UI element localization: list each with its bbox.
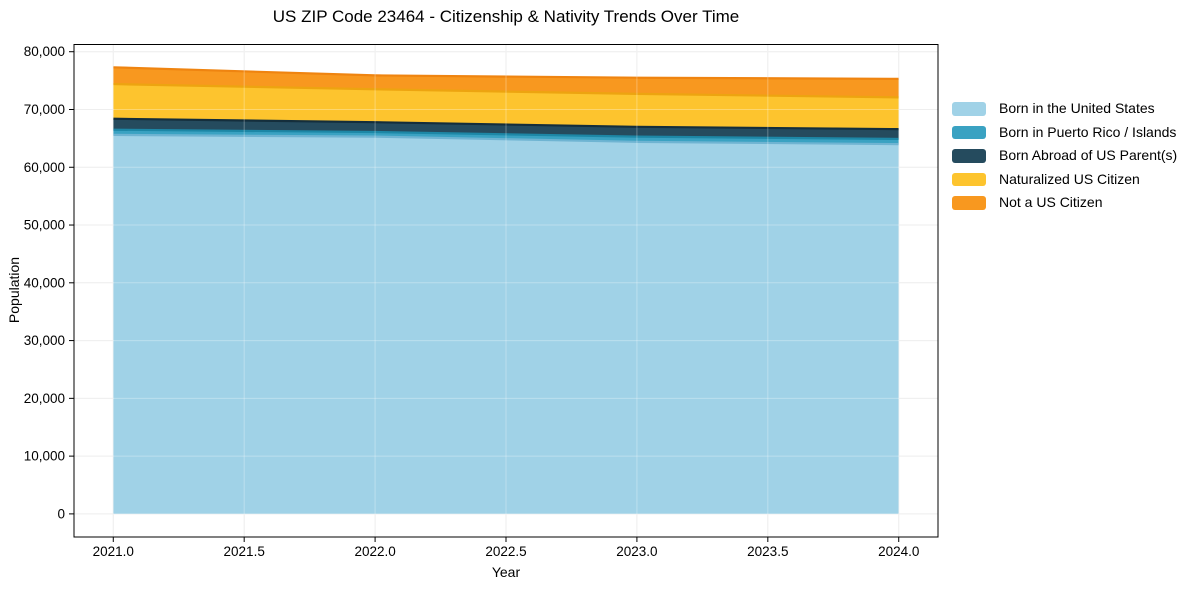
legend-item: Born Abroad of US Parent(s)	[952, 147, 1178, 163]
x-tick-label: 2021.5	[224, 544, 265, 559]
area-series-0	[113, 134, 899, 514]
legend: Born in the United States Born in Puerto…	[952, 100, 1178, 210]
y-tick-label: 40,000	[24, 275, 65, 290]
x-tick-label: 2023.5	[747, 544, 788, 559]
area-edge-lines	[113, 66, 899, 146]
x-tick-label: 2022.5	[485, 544, 526, 559]
legend-item: Born in Puerto Rico / Islands	[952, 123, 1177, 140]
edge-line-1	[113, 128, 899, 141]
area-series-1	[113, 129, 899, 145]
x-axis-label: Year	[491, 564, 521, 580]
y-tick-label: 50,000	[24, 218, 65, 233]
legend-item: Born in the United States	[952, 100, 1177, 116]
legend-swatch-born-abroad	[952, 149, 986, 163]
x-tick-label: 2024.0	[878, 544, 919, 559]
legend-swatch-puerto-rico	[952, 125, 986, 139]
y-tick-label: 10,000	[24, 449, 65, 464]
legend-label: Not a US Citizen	[999, 194, 1103, 210]
legend-label: Born in the United States	[999, 100, 1155, 116]
y-tick-label: 30,000	[24, 333, 65, 348]
edge-line-2	[113, 117, 899, 131]
legend-item: Naturalized US Citizen	[952, 170, 1177, 187]
area-series-2	[113, 118, 899, 139]
x-tick-label: 2023.0	[616, 544, 657, 559]
chart-title: US ZIP Code 23464 - Citizenship & Nativi…	[272, 7, 740, 26]
legend-swatch-born-in-us	[952, 102, 986, 116]
area-series-4	[113, 67, 899, 98]
edge-line-3	[113, 82, 899, 99]
legend-item: Not a US Citizen	[952, 194, 1177, 210]
legend-label: Naturalized US Citizen	[999, 170, 1140, 187]
grid-over	[74, 44, 938, 537]
x-tick-label: 2022.0	[354, 544, 395, 559]
y-tick-label: 70,000	[24, 102, 65, 117]
legend-swatch-not-citizen	[952, 196, 986, 210]
x-tick-label: 2021.0	[93, 544, 134, 559]
edge-line-0	[113, 133, 899, 146]
axis-ticks: 0 10,000 20,000 30,000 40,000 50,000 60,000 70,…	[24, 44, 920, 559]
legend-label: Born Abroad of US Parent(s)	[999, 147, 1178, 163]
y-tick-label: 20,000	[24, 391, 65, 406]
edge-line-4	[113, 66, 899, 80]
y-tick-label: 60,000	[24, 160, 65, 175]
y-tick-label: 80,000	[24, 44, 65, 59]
stacked-areas	[113, 67, 899, 514]
legend-swatch-naturalized	[952, 172, 986, 186]
legend-label: Born in Puerto Rico / Islands	[999, 123, 1177, 140]
y-tick-label: 0	[57, 506, 65, 521]
